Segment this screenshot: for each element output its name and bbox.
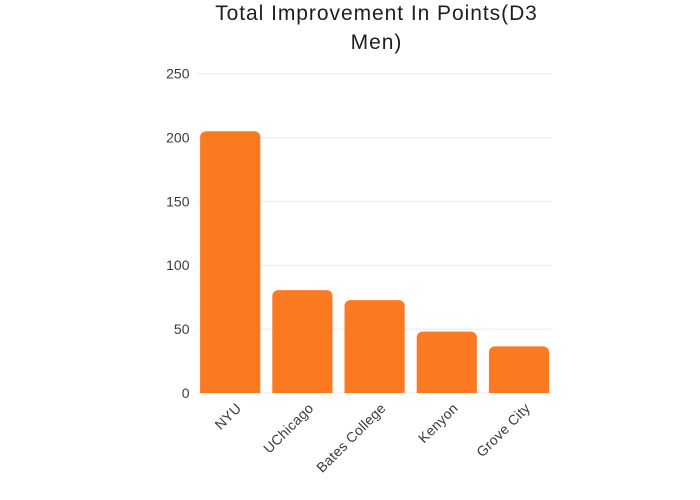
- svg-text:NYU: NYU: [211, 400, 244, 433]
- svg-text:50: 50: [174, 321, 190, 337]
- svg-text:Bates College: Bates College: [313, 400, 389, 476]
- svg-text:0: 0: [182, 385, 190, 401]
- svg-text:250: 250: [166, 66, 190, 82]
- svg-text:Grove City: Grove City: [473, 400, 533, 460]
- svg-text:150: 150: [166, 193, 190, 209]
- svg-text:200: 200: [166, 130, 190, 146]
- svg-text:UChicago: UChicago: [260, 400, 316, 456]
- svg-text:Kenyon: Kenyon: [415, 400, 461, 446]
- svg-text:100: 100: [166, 257, 190, 273]
